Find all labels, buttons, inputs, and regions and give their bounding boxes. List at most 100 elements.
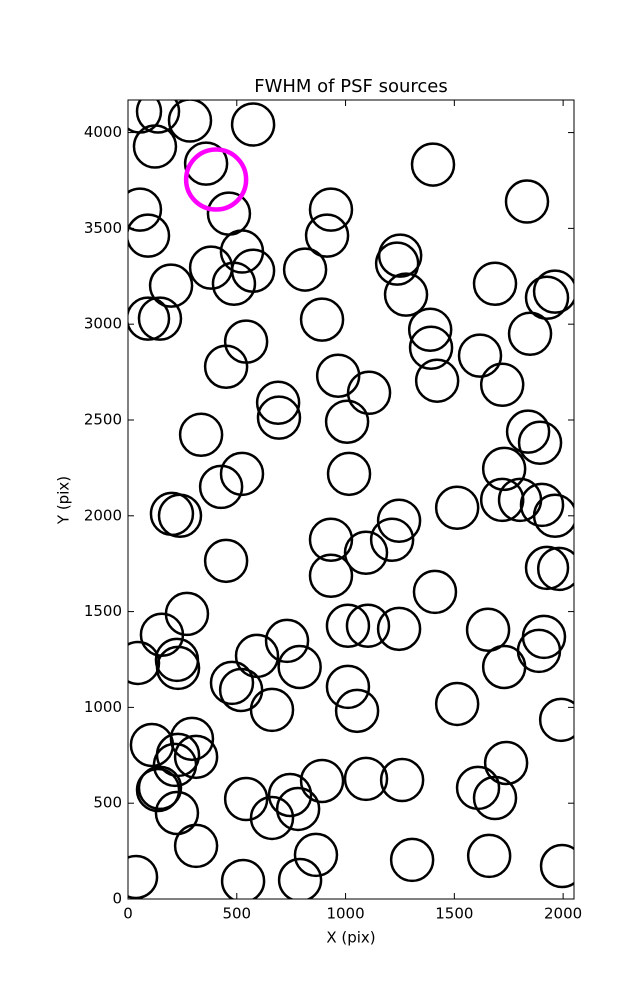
- point: [504, 179, 550, 224]
- point: [128, 640, 161, 686]
- x-tick-label: 2000: [544, 905, 582, 923]
- point: [369, 517, 415, 562]
- point: [203, 538, 249, 584]
- point: [299, 758, 345, 804]
- point: [538, 697, 574, 743]
- point: [219, 451, 265, 497]
- plot-area: [128, 100, 574, 899]
- point: [505, 409, 551, 454]
- point: [256, 395, 302, 440]
- point: [223, 776, 269, 822]
- point: [157, 493, 203, 539]
- point: [434, 485, 480, 530]
- point: [483, 740, 529, 786]
- point: [209, 660, 255, 706]
- point: [178, 412, 224, 457]
- point: [457, 333, 503, 378]
- point: [183, 147, 249, 212]
- point: [412, 569, 458, 615]
- point: [249, 795, 295, 841]
- point: [275, 786, 321, 832]
- x-axis-label: X (pix): [326, 929, 375, 947]
- point: [407, 307, 453, 352]
- y-tick-label: 4000: [84, 123, 122, 141]
- x-tick-label: 500: [222, 905, 251, 923]
- y-tick-label: 1000: [84, 698, 122, 716]
- point: [517, 420, 563, 466]
- point: [466, 833, 512, 879]
- point: [479, 362, 525, 407]
- point: [383, 272, 429, 317]
- point: [249, 687, 295, 733]
- point: [334, 688, 380, 734]
- y-tick-label: 3500: [84, 219, 122, 237]
- point: [379, 757, 425, 803]
- point: [374, 241, 420, 286]
- point: [408, 325, 454, 370]
- y-axis-label: Y (pix): [55, 476, 73, 525]
- point: [132, 124, 178, 169]
- point: [299, 297, 345, 342]
- point: [277, 644, 322, 690]
- point: [128, 187, 163, 232]
- x-tick-label: 1500: [435, 905, 473, 923]
- point: [220, 858, 266, 899]
- y-tick-label: 2500: [84, 410, 122, 428]
- point: [128, 296, 171, 341]
- y-tick-label: 500: [93, 794, 122, 812]
- point: [128, 854, 159, 899]
- point: [155, 645, 201, 691]
- point: [173, 734, 219, 780]
- point: [230, 102, 276, 147]
- point: [308, 517, 354, 562]
- point: [324, 399, 370, 444]
- point: [325, 664, 371, 710]
- x-tick-label: 0: [123, 905, 133, 923]
- point: [293, 832, 339, 878]
- point: [343, 756, 389, 802]
- point: [308, 553, 354, 599]
- point: [524, 275, 570, 320]
- point: [128, 213, 171, 258]
- point: [326, 451, 372, 497]
- point: [304, 213, 350, 258]
- chart-title: FWHM of PSF sources: [254, 76, 448, 97]
- point: [345, 603, 391, 649]
- point: [325, 603, 371, 649]
- point: [308, 187, 354, 232]
- point: [507, 311, 553, 357]
- point: [167, 100, 213, 143]
- point: [277, 857, 323, 899]
- point: [536, 546, 574, 592]
- y-tick-label: 2000: [84, 506, 122, 524]
- point: [154, 790, 200, 836]
- point: [343, 530, 389, 576]
- point: [152, 742, 198, 788]
- point: [472, 775, 518, 821]
- point: [135, 767, 181, 813]
- point: [346, 370, 392, 416]
- point: [434, 681, 480, 727]
- point: [282, 247, 328, 292]
- point: [198, 464, 244, 510]
- point: [255, 380, 301, 425]
- point: [376, 498, 422, 544]
- point: [532, 493, 574, 539]
- x-tick-label: 1000: [326, 905, 364, 923]
- point: [230, 248, 276, 293]
- point: [481, 644, 527, 690]
- point: [267, 772, 313, 818]
- point: [376, 606, 422, 652]
- point: [479, 477, 525, 523]
- point: [410, 142, 456, 187]
- point: [135, 100, 181, 134]
- plot-frame: [127, 99, 575, 900]
- y-tick-label: 3000: [84, 315, 122, 333]
- point: [414, 358, 460, 403]
- point: [183, 141, 229, 186]
- point: [524, 545, 570, 591]
- point: [148, 263, 194, 308]
- point: [377, 233, 423, 278]
- point: [519, 482, 565, 528]
